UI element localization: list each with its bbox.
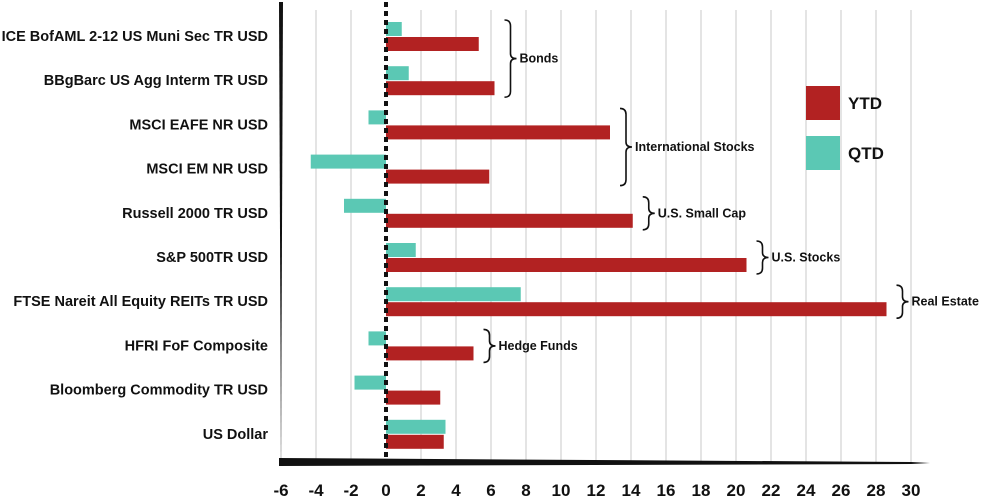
- bar-qtd: [368, 331, 386, 346]
- x-tick-label: 24: [797, 481, 816, 500]
- category-label: US Dollar: [203, 427, 269, 443]
- bars: [310, 22, 887, 449]
- axes: [279, 2, 930, 466]
- bar-qtd: [344, 198, 386, 213]
- x-tick-label: 0: [381, 481, 390, 500]
- category-label: Bloomberg Commodity TR USD: [50, 383, 268, 399]
- bar-ytd: [386, 213, 633, 228]
- bar-ytd: [386, 390, 441, 405]
- x-tick-label: 30: [902, 481, 921, 500]
- bar-qtd: [386, 243, 416, 257]
- annotation-brace: [896, 284, 909, 319]
- y-axis-line: [279, 2, 283, 462]
- bar-qtd: [354, 375, 386, 390]
- category-label: Russell 2000 TR USD: [122, 206, 268, 222]
- bar-ytd: [386, 346, 474, 361]
- x-tick-label: 16: [657, 481, 676, 500]
- x-tick-label: -2: [343, 481, 358, 500]
- bar-qtd: [310, 154, 386, 169]
- x-tick-label: 2: [416, 481, 425, 500]
- category-label: FTSE Nareit All Equity REITs TR USD: [13, 294, 268, 310]
- gridlines: [280, 10, 912, 462]
- annotation-brace: [642, 196, 655, 231]
- bar-qtd: [386, 287, 521, 302]
- legend-swatch: [806, 136, 840, 170]
- x-tick-label: 26: [832, 481, 851, 500]
- x-tick-label: 14: [622, 481, 641, 500]
- category-label: MSCI EAFE NR USD: [129, 117, 268, 133]
- annotation-brace: [756, 240, 769, 275]
- x-tick-label: 4: [451, 481, 461, 500]
- x-tick-label: -6: [273, 481, 288, 500]
- x-axis-line: [279, 458, 930, 466]
- annotation-label: Hedge Funds: [499, 339, 578, 353]
- annotation-label: Bonds: [520, 52, 559, 66]
- bar-qtd: [368, 110, 386, 125]
- x-tick-label: -4: [308, 481, 324, 500]
- annotation-brace: [619, 107, 633, 187]
- x-tick-label: 10: [552, 481, 571, 500]
- category-label: MSCI EM NR USD: [146, 162, 268, 178]
- bar-ytd: [386, 169, 490, 184]
- legend: YTD QTD: [806, 86, 884, 170]
- legend-label: QTD: [848, 144, 884, 163]
- bar-ytd: [386, 125, 610, 140]
- annotation-label: Real Estate: [912, 295, 979, 309]
- x-tick-label: 28: [867, 481, 886, 500]
- category-label: S&P 500TR USD: [156, 250, 268, 266]
- x-tick-label: 8: [521, 481, 530, 500]
- bar-qtd: [386, 419, 446, 434]
- bar-qtd: [386, 66, 409, 81]
- x-tick-label: 22: [762, 481, 781, 500]
- x-tick-label: 12: [587, 481, 606, 500]
- category-label: ICE BofAML 2-12 US Muni Sec TR USD: [2, 29, 268, 45]
- annotations: Bonds International Stocks U.S. Small Cap U…: [483, 19, 979, 364]
- x-tick-label: 6: [486, 481, 495, 500]
- bar-ytd: [386, 302, 887, 317]
- annotation-brace: [483, 328, 496, 364]
- annotation-brace: [504, 19, 517, 98]
- annotation-label: U.S. Stocks: [772, 251, 841, 265]
- category-labels: ICE BofAML 2-12 US Muni Sec TR USD BBgBar…: [2, 29, 269, 443]
- x-tick-label: 20: [727, 481, 746, 500]
- bar-ytd: [386, 81, 495, 96]
- bar-ytd: [386, 258, 747, 272]
- bar-qtd: [386, 22, 402, 36]
- x-tick-label: 18: [692, 481, 711, 500]
- bar-ytd: [386, 434, 444, 449]
- legend-swatch: [806, 86, 840, 120]
- tick-labels: -6 -4 -2 0 2 4 6 8 10 12 14 16 18 20 22 24 26 28 30: [273, 481, 920, 500]
- bar-ytd: [386, 37, 479, 51]
- annotation-label: U.S. Small Cap: [658, 206, 747, 220]
- category-label: BBgBarc US Agg Interm TR USD: [44, 73, 268, 89]
- category-label: HFRI FoF Composite: [125, 338, 268, 354]
- legend-label: YTD: [848, 94, 882, 113]
- annotation-label: International Stocks: [635, 140, 755, 154]
